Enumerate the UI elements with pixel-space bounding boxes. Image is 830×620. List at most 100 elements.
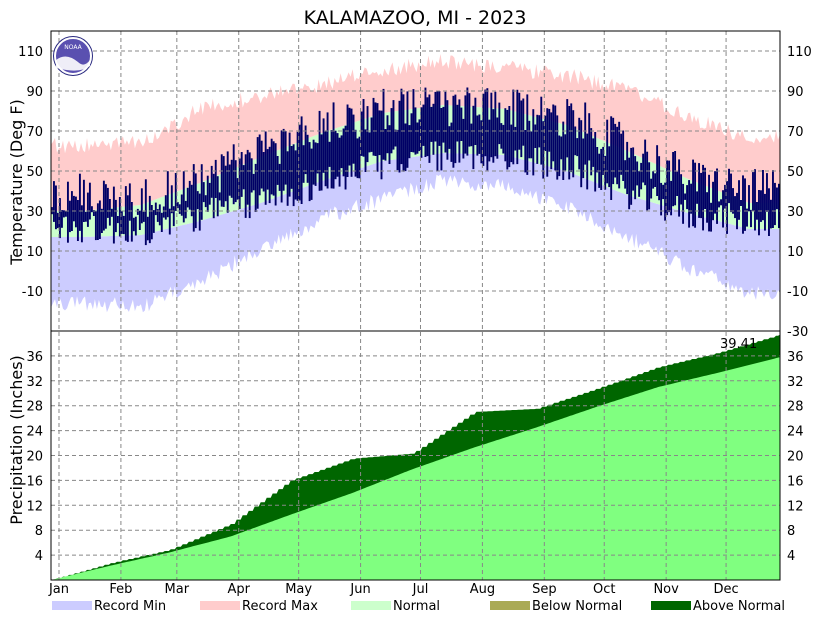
month-tick-label: Dec xyxy=(713,582,738,597)
observed-temp-bar xyxy=(600,148,603,190)
observed-temp-bar xyxy=(586,133,589,190)
observed-temp-bar xyxy=(240,152,243,197)
precip-tick-label-left: 20 xyxy=(26,450,43,465)
observed-temp-bar xyxy=(646,151,649,211)
observed-temp-bar xyxy=(110,208,113,217)
observed-temp-bar xyxy=(298,124,301,201)
observed-temp-bar xyxy=(500,123,503,149)
observed-temp-bar xyxy=(194,173,197,229)
precip-tick-label-right: 28 xyxy=(787,400,804,415)
temp-tick-label-right: 10 xyxy=(787,245,804,260)
observed-temp-bar xyxy=(470,123,473,147)
observed-temp-bar xyxy=(616,126,619,185)
observed-temp-bar xyxy=(130,202,133,242)
observed-temp-bar xyxy=(356,138,359,179)
observed-temp-bar xyxy=(400,88,403,165)
observed-temp-bar xyxy=(152,210,155,233)
observed-temp-bar xyxy=(576,138,579,157)
observed-temp-bar xyxy=(492,109,495,163)
observed-temp-bar xyxy=(334,130,337,180)
observed-temp-bar xyxy=(494,91,497,157)
observed-temp-bar xyxy=(726,181,728,234)
observed-temp-bar xyxy=(488,119,491,162)
observed-temp-bar xyxy=(662,184,665,200)
observed-temp-bar xyxy=(300,116,303,204)
observed-temp-bar xyxy=(228,164,231,196)
observed-temp-bar xyxy=(572,110,575,178)
observed-temp-bar xyxy=(636,161,639,186)
observed-temp-bar xyxy=(384,129,387,161)
observed-temp-bar xyxy=(404,123,407,172)
observed-temp-bar xyxy=(568,106,571,180)
observed-temp-bar xyxy=(128,183,131,221)
observed-temp-bar xyxy=(178,204,181,214)
observed-temp-bar xyxy=(86,192,89,227)
observed-temp-bar xyxy=(270,138,273,195)
month-tick-label: Feb xyxy=(109,582,132,597)
observed-temp-bar xyxy=(630,147,633,205)
observed-temp-bar xyxy=(136,208,139,215)
observed-temp-bar xyxy=(620,133,623,175)
observed-temp-bar xyxy=(378,110,381,156)
observed-temp-bar xyxy=(702,164,705,231)
observed-temp-bar xyxy=(712,181,714,221)
observed-temp-bar xyxy=(722,190,724,228)
observed-temp-bar xyxy=(456,104,459,142)
observed-temp-bar xyxy=(190,184,193,217)
observed-temp-bar xyxy=(318,110,321,191)
observed-temp-bar xyxy=(206,175,209,212)
observed-temp-bar xyxy=(360,111,363,156)
legend: Record Min Record Max Normal Below Normal Ab… xyxy=(52,599,785,614)
observed-temp-bar xyxy=(548,108,551,152)
observed-temp-bar xyxy=(578,117,581,170)
observed-temp-bar xyxy=(120,210,123,234)
observed-temp-bar xyxy=(650,178,653,199)
precip-tick-label-left: 36 xyxy=(26,350,43,365)
observed-temp-bar xyxy=(580,120,583,188)
temp-tick-label-left: 30 xyxy=(26,205,43,220)
legend-swatch xyxy=(490,601,530,610)
observed-temp-bar xyxy=(556,115,559,180)
observed-temp-bar xyxy=(524,130,527,173)
observed-temp-bar xyxy=(154,202,157,216)
observed-temp-bar xyxy=(368,132,371,153)
observed-temp-bar xyxy=(746,208,748,227)
observed-temp-bar xyxy=(122,215,125,235)
observed-temp-bar xyxy=(196,191,199,210)
observed-temp-bar xyxy=(140,188,143,224)
temperature-plot xyxy=(51,54,780,313)
observed-temp-bar xyxy=(292,144,295,207)
observed-temp-bar xyxy=(774,182,776,226)
observed-temp-bar xyxy=(472,105,475,170)
precip-tick-label-right: 36 xyxy=(787,350,804,365)
observed-temp-bar xyxy=(430,106,433,142)
observed-temp-bar xyxy=(530,131,533,159)
observed-temp-bar xyxy=(748,185,750,212)
observed-temp-bar xyxy=(584,102,587,165)
observed-temp-bar xyxy=(768,188,770,236)
precip-tick-label-left: 8 xyxy=(35,524,43,539)
observed-temp-bar xyxy=(56,212,59,229)
observed-temp-bar xyxy=(366,106,369,163)
precip-tick-label-left: 28 xyxy=(26,400,43,415)
observed-temp-bar xyxy=(632,147,635,191)
observed-temp-bar xyxy=(528,120,531,159)
observed-temp-bar xyxy=(108,199,111,226)
precip-tick-label-right: 16 xyxy=(787,474,804,489)
observed-temp-bar xyxy=(444,91,447,153)
observed-temp-bar xyxy=(302,145,305,183)
legend-swatch xyxy=(651,601,691,610)
observed-temp-bar xyxy=(254,163,257,212)
observed-temp-bar xyxy=(76,200,79,241)
observed-temp-bar xyxy=(150,205,153,240)
observed-temp-bar xyxy=(486,88,489,171)
observed-temp-bar xyxy=(146,216,149,241)
observed-temp-bar xyxy=(412,89,415,153)
precip-tick-label-right: 32 xyxy=(787,375,804,390)
observed-temp-bar xyxy=(262,152,265,192)
observed-temp-bar xyxy=(236,178,239,200)
observed-temp-bar xyxy=(542,121,545,179)
observed-temp-bar xyxy=(284,131,287,185)
observed-temp-bar xyxy=(690,183,693,214)
observed-temp-bar xyxy=(276,156,279,185)
